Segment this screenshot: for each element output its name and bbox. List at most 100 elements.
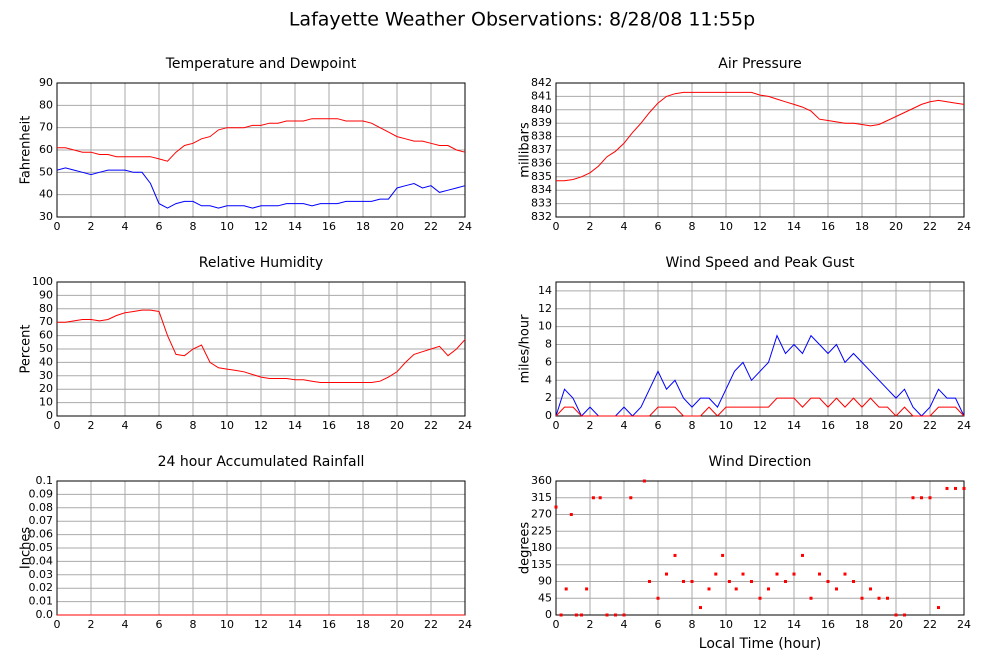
- data-point: [886, 596, 889, 600]
- x-tick-label: 8: [689, 220, 696, 233]
- y-tick-label: 40: [39, 355, 53, 368]
- y-tick-label: 0: [46, 409, 53, 422]
- x-tick-label: 18: [356, 618, 370, 631]
- x-tick-label: 20: [390, 419, 404, 432]
- data-point: [860, 596, 864, 600]
- data-point: [758, 596, 762, 600]
- x-tick-label: 4: [122, 618, 129, 631]
- data-point: [903, 613, 906, 617]
- y-axis-label: miles/hour: [518, 314, 533, 383]
- x-tick-label: 22: [923, 618, 937, 631]
- chart-panel: Temperature and DewpointFahrenheit304050…: [19, 56, 473, 233]
- x-tick-label: 0: [54, 419, 61, 432]
- x-tick-label: 4: [621, 419, 628, 432]
- x-tick-label: 14: [288, 618, 302, 631]
- y-tick-label: 40: [39, 188, 53, 201]
- y-axis-label: millibars: [518, 122, 533, 178]
- x-tick-label: 6: [156, 419, 163, 432]
- y-tick-label: 8: [545, 338, 552, 351]
- x-tick-label: 12: [753, 618, 767, 631]
- x-tick-label: 12: [254, 618, 268, 631]
- y-tick-label: 0.02: [29, 581, 54, 594]
- y-tick-label: 0.01: [29, 595, 54, 608]
- data-point: [954, 486, 957, 490]
- x-tick-label: 14: [787, 419, 801, 432]
- x-tick-label: 20: [390, 220, 404, 233]
- plot-frame: [555, 480, 965, 616]
- x-tick-label: 20: [889, 220, 903, 233]
- data-line: [56, 167, 466, 209]
- plot-frame: [56, 281, 466, 417]
- y-tick-label: 90: [39, 288, 53, 301]
- data-point: [809, 596, 813, 600]
- data-point: [642, 479, 646, 483]
- y-tick-label: 0.09: [29, 487, 54, 500]
- y-tick-label: 50: [39, 342, 53, 355]
- x-tick-label: 8: [689, 419, 696, 432]
- x-tick-label: 12: [254, 419, 268, 432]
- chart-title: Temperature and Dewpoint: [165, 56, 357, 72]
- y-tick-label: 0.06: [29, 528, 54, 541]
- x-tick-label: 12: [254, 220, 268, 233]
- x-tick-label: 2: [587, 419, 594, 432]
- data-point: [554, 505, 558, 509]
- x-tick-label: 0: [54, 220, 61, 233]
- data-point: [585, 587, 589, 591]
- x-tick-label: 14: [288, 419, 302, 432]
- y-tick-label: 0.03: [29, 568, 54, 581]
- x-tick-label: 22: [424, 419, 438, 432]
- y-tick-label: 14: [538, 284, 552, 297]
- x-tick-label: 16: [821, 220, 835, 233]
- x-tick-label: 10: [220, 220, 234, 233]
- x-tick-label: 10: [719, 220, 733, 233]
- y-axis-label: Percent: [19, 325, 34, 374]
- data-point: [928, 496, 932, 500]
- y-axis-label: Inches: [19, 527, 34, 569]
- x-tick-label: 20: [889, 419, 903, 432]
- y-tick-label: 834: [531, 183, 552, 196]
- chart-panel: Wind Direction degrees Local Time (hour) 0 4…: [518, 454, 972, 652]
- data-point: [714, 572, 718, 576]
- data-point: [648, 580, 651, 583]
- x-tick-label: 22: [923, 419, 937, 432]
- y-tick-label: 315: [531, 491, 552, 504]
- x-tick-label: 4: [621, 220, 628, 233]
- x-tick-label: 4: [621, 618, 628, 631]
- x-tick-label: 24: [458, 419, 472, 432]
- data-point: [767, 587, 770, 591]
- data-point: [894, 613, 898, 617]
- y-tick-label: 4: [545, 373, 552, 386]
- y-tick-label: 30: [39, 210, 53, 223]
- y-tick-label: 0: [545, 608, 552, 621]
- x-tick-label: 14: [787, 618, 801, 631]
- y-tick-label: 90: [538, 575, 552, 588]
- chart-title: Wind Speed and Peak Gust: [666, 255, 855, 271]
- x-tick-label: 0: [553, 419, 560, 432]
- y-tick-label: 839: [531, 116, 552, 129]
- data-line: [57, 118, 466, 162]
- x-tick-label: 8: [689, 618, 696, 631]
- x-tick-label: 24: [957, 618, 971, 631]
- y-tick-label: 841: [531, 89, 552, 102]
- x-tick-label: 18: [356, 220, 370, 233]
- x-tick-label: 10: [719, 419, 733, 432]
- data-point: [775, 572, 779, 576]
- y-tick-label: 270: [531, 508, 552, 521]
- y-tick-label: 0.05: [29, 541, 54, 554]
- x-tick-label: 0: [54, 618, 61, 631]
- chart-panel: Air Pressuremillibars8328338348358368378…: [518, 56, 972, 233]
- x-tick-label: 10: [719, 618, 733, 631]
- data-point: [569, 513, 573, 516]
- data-point: [852, 580, 855, 583]
- data-point: [665, 572, 668, 576]
- y-tick-label: 360: [531, 474, 552, 487]
- plot-frame: [555, 281, 965, 417]
- data-point: [750, 580, 753, 583]
- x-tick-label: 2: [587, 618, 594, 631]
- x-tick-label: 10: [220, 618, 234, 631]
- y-axis-label: Fahrenheit: [19, 116, 34, 185]
- data-point: [937, 606, 940, 610]
- x-tick-label: 22: [923, 220, 937, 233]
- x-tick-label: 2: [88, 419, 95, 432]
